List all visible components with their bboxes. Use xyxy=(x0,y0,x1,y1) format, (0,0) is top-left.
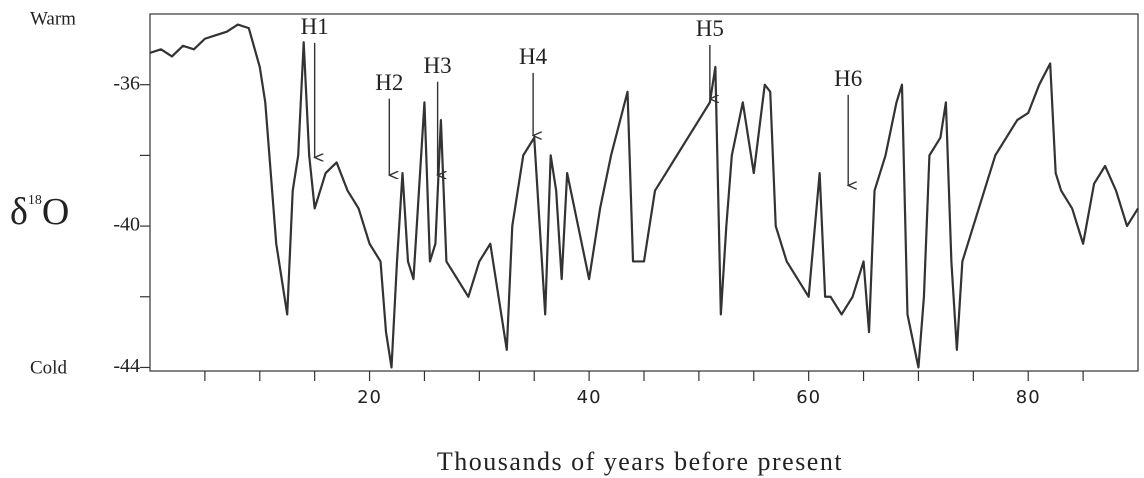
x-tick-label: 80 xyxy=(1016,387,1041,408)
y-tick-label: -44 xyxy=(113,355,140,377)
annotation-label: H2 xyxy=(375,70,403,95)
x-tick-label: 40 xyxy=(577,387,602,408)
y-axis-title: δ18O xyxy=(10,191,69,233)
cold-label: Cold xyxy=(30,357,67,378)
annotation-label: H1 xyxy=(301,14,329,39)
x-tick-label: 20 xyxy=(357,387,382,408)
x-tick-label: 60 xyxy=(796,387,821,408)
annotation-label: H3 xyxy=(424,53,452,78)
data-line xyxy=(149,23,1139,369)
annotation-label: H5 xyxy=(696,16,724,41)
x-axis-title: Thousands of years before present xyxy=(437,447,843,476)
y-tick-label: -40 xyxy=(113,214,140,236)
plot-frame xyxy=(149,13,1139,372)
warm-label: Warm xyxy=(30,8,76,29)
annotation-label: H6 xyxy=(834,66,862,91)
y-tick-label: -36 xyxy=(113,72,140,94)
annotation-label: H4 xyxy=(519,44,548,69)
